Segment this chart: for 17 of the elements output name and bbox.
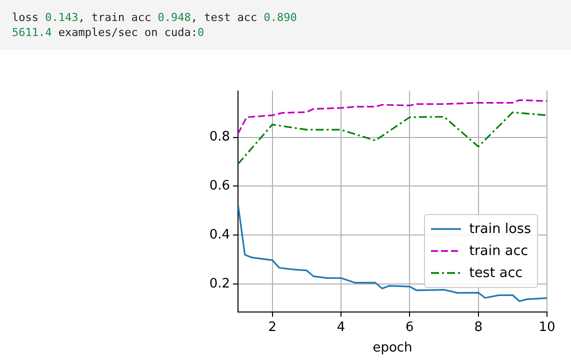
- text: 5611.4 examples/sec on cuda:0: [12, 26, 204, 39]
- x-tick-label: 4: [336, 320, 346, 335]
- x-tick-label: 10: [538, 320, 556, 335]
- x-tick-label: 6: [406, 320, 414, 335]
- line-series: [238, 112, 547, 165]
- x-axis-title: epoch: [372, 340, 412, 356]
- legend-label: test acc: [469, 265, 523, 281]
- y-tick-label: 0.6: [209, 178, 230, 194]
- y-tick-label: 0.2: [209, 276, 230, 292]
- legend-label: train loss: [469, 221, 531, 237]
- x-tick-label: 8: [474, 320, 482, 335]
- x-tick-label: 2: [268, 320, 276, 335]
- legend-label: train acc: [469, 243, 528, 259]
- line-series: [238, 99, 547, 134]
- text: loss 0.143, train acc 0.948, test acc 0.890: [12, 11, 297, 24]
- y-tick-label: 0.8: [209, 130, 230, 145]
- y-tick-label: 0.4: [209, 228, 230, 243]
